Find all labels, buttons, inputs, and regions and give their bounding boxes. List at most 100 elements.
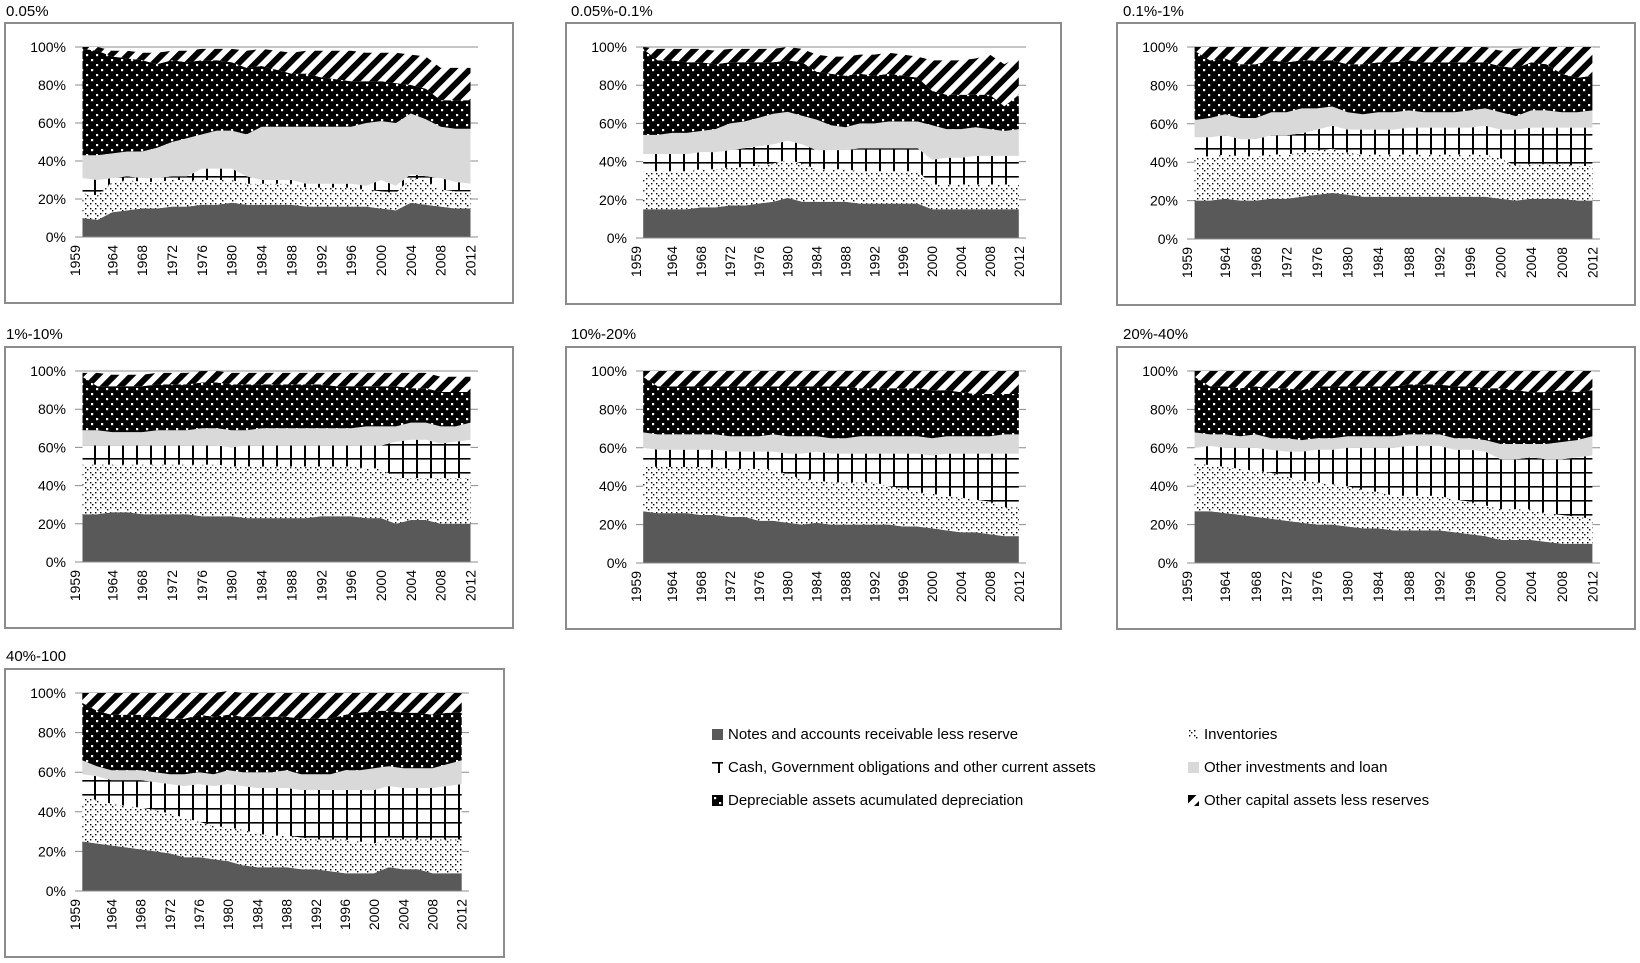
x-tick-label: 1964 xyxy=(104,570,120,601)
area-chart-7: 0% 20% 40% 60% 80% 100% 1959 1964 1968 1972 1976 19… xyxy=(30,685,470,930)
x-tick-label: 1976 xyxy=(1309,571,1325,602)
x-tick-label: 2004 xyxy=(403,570,419,601)
area-chart-3: 0% 20% 40% 60% 80% 100% 1959 1964 1968 1972 1976 19… xyxy=(1142,39,1600,278)
x-tick-label: 1980 xyxy=(224,245,240,276)
y-tick-label: 60% xyxy=(38,764,66,780)
legend-item-depreciable: Depreciable assets acumulated depreciati… xyxy=(712,792,1023,809)
x-tick-label: 1968 xyxy=(133,899,149,930)
legend-swatch-receivables xyxy=(712,729,723,740)
x-tick-label: 1968 xyxy=(1248,571,1264,602)
y-tick-label: 0% xyxy=(1158,231,1178,247)
y-tick-label: 20% xyxy=(599,192,627,208)
x-tick-label: 2004 xyxy=(953,571,969,602)
x-tick-label: 1984 xyxy=(1370,571,1386,602)
x-tick-label: 2012 xyxy=(1584,571,1600,602)
area-inventories xyxy=(643,465,1019,537)
x-tick-label: 1992 xyxy=(313,570,329,601)
x-tick-label: 1988 xyxy=(283,570,299,601)
legend-swatch-inventories xyxy=(1188,729,1199,740)
area-investments xyxy=(82,422,471,448)
area-receivables xyxy=(643,197,1019,238)
x-tick-label: 1959 xyxy=(67,245,83,276)
area-inventories xyxy=(82,464,471,524)
y-tick-label: 40% xyxy=(1150,478,1178,494)
area-inventories xyxy=(643,159,1019,210)
x-tick-label: 2012 xyxy=(1011,571,1027,602)
x-tick-label: 1976 xyxy=(751,246,767,277)
x-tick-label: 1988 xyxy=(279,899,295,930)
x-tick-label: 1980 xyxy=(1340,247,1356,278)
legend-label-inventories: Inventories xyxy=(1204,726,1278,743)
y-tick-label: 60% xyxy=(38,115,66,131)
y-tick-label: 0% xyxy=(46,554,66,570)
area-receivables xyxy=(1194,511,1593,563)
x-tick-label: 1984 xyxy=(254,570,270,601)
x-tick-label: 1988 xyxy=(1401,247,1417,278)
legend-label-othercap: Other capital assets less reserves xyxy=(1204,792,1430,809)
y-tick-label: 40% xyxy=(38,153,66,169)
y-tick-label: 40% xyxy=(599,154,627,170)
x-tick-label: 2000 xyxy=(1493,247,1509,278)
panel-title-2: 0.05%-0.1% xyxy=(571,3,653,20)
x-tick-label: 1996 xyxy=(1462,247,1478,278)
x-tick-label: 1959 xyxy=(1179,571,1195,602)
x-tick-label: 1972 xyxy=(162,899,178,930)
x-tick-label: 1984 xyxy=(254,245,270,276)
x-tick-label: 2012 xyxy=(1011,246,1027,277)
y-tick-label: 40% xyxy=(599,478,627,494)
area-investments xyxy=(643,432,1019,456)
x-tick-label: 2008 xyxy=(982,571,998,602)
legend-item-investments: Other investments and loan xyxy=(1188,759,1387,776)
x-tick-label: 1976 xyxy=(1309,247,1325,278)
y-tick-label: 60% xyxy=(599,440,627,456)
y-tick-label: 100% xyxy=(591,363,627,379)
x-tick-label: 2012 xyxy=(463,245,479,276)
area-investments xyxy=(82,760,462,790)
area-inventories xyxy=(82,178,471,220)
panel-title-4: 1%-10% xyxy=(6,326,63,343)
y-tick-label: 20% xyxy=(1150,517,1178,533)
legend-label-cash: Cash, Government obligations and other c… xyxy=(728,759,1096,776)
x-tick-label: 2008 xyxy=(982,246,998,277)
y-tick-label: 40% xyxy=(38,478,66,494)
x-tick-label: 1972 xyxy=(164,570,180,601)
area-depreciable xyxy=(643,48,1019,135)
x-tick-label: 2012 xyxy=(463,570,479,601)
area-investments xyxy=(82,113,471,186)
x-tick-label: 2000 xyxy=(924,571,940,602)
x-tick-label: 1976 xyxy=(194,570,210,601)
x-tick-label: 2004 xyxy=(1523,247,1539,278)
area-chart-4: 0% 20% 40% 60% 80% 100% 1959 1964 1968 1972 1976 19… xyxy=(30,363,479,601)
x-tick-label: 1972 xyxy=(164,245,180,276)
y-tick-label: 80% xyxy=(599,401,627,417)
x-tick-label: 1980 xyxy=(780,571,796,602)
area-depreciable xyxy=(82,48,471,156)
x-tick-label: 2012 xyxy=(1584,247,1600,278)
y-tick-label: 60% xyxy=(599,115,627,131)
y-tick-label: 80% xyxy=(38,401,66,417)
y-tick-label: 100% xyxy=(30,685,66,701)
y-tick-label: 80% xyxy=(1150,77,1178,93)
area-inventories xyxy=(82,797,462,874)
legend-item-othercap: Other capital assets less reserves xyxy=(1188,792,1429,809)
area-receivables xyxy=(643,511,1019,563)
x-tick-label: 2012 xyxy=(454,899,470,930)
y-tick-label: 60% xyxy=(1150,116,1178,132)
area-inventories xyxy=(1194,148,1593,201)
x-tick-label: 1988 xyxy=(837,246,853,277)
area-receivables xyxy=(82,202,471,237)
y-tick-label: 60% xyxy=(38,439,66,455)
x-tick-label: 1992 xyxy=(1431,571,1447,602)
x-tick-label: 1988 xyxy=(1401,571,1417,602)
x-tick-label: 1988 xyxy=(283,245,299,276)
y-tick-label: 80% xyxy=(38,725,66,741)
area-othercap xyxy=(1194,47,1593,78)
area-receivables xyxy=(82,512,471,562)
y-tick-label: 100% xyxy=(591,39,627,55)
y-tick-label: 0% xyxy=(607,555,627,571)
x-tick-label: 1996 xyxy=(343,570,359,601)
panel-title-7: 40%-100 xyxy=(6,648,67,665)
x-tick-label: 1996 xyxy=(343,245,359,276)
x-tick-label: 1992 xyxy=(313,245,329,276)
area-receivables xyxy=(82,841,462,891)
